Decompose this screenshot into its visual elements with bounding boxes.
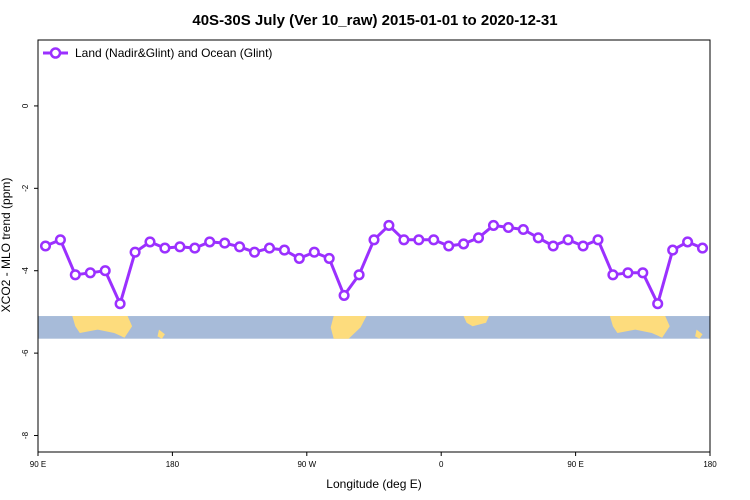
data-point bbox=[443, 240, 455, 252]
data-point bbox=[562, 234, 574, 246]
plot-frame bbox=[37, 39, 711, 453]
data-point bbox=[532, 232, 544, 244]
y-axis: 0 -2 -4 -6 -8 bbox=[21, 103, 38, 439]
data-point bbox=[263, 242, 276, 254]
new-zealand-shape-repeat bbox=[695, 329, 703, 339]
data-point bbox=[458, 238, 470, 250]
data-point bbox=[323, 252, 335, 264]
data-point bbox=[592, 234, 604, 246]
data-point bbox=[84, 267, 96, 279]
data-point bbox=[129, 246, 141, 258]
data-point bbox=[114, 298, 126, 310]
data-point bbox=[682, 236, 694, 248]
data-point bbox=[517, 223, 529, 236]
x-tick-label: 0 bbox=[439, 460, 444, 469]
data-point bbox=[577, 240, 589, 252]
legend: Land (Nadir&Glint) and Ocean (Glint) bbox=[43, 46, 272, 60]
data-point bbox=[204, 236, 216, 248]
data-point bbox=[487, 219, 500, 231]
data-point bbox=[189, 242, 201, 254]
continent-map-band bbox=[38, 316, 710, 339]
data-point bbox=[383, 219, 395, 231]
data-point bbox=[622, 267, 634, 279]
data-point bbox=[502, 221, 514, 234]
y-tick-label: -4 bbox=[21, 267, 30, 275]
data-point bbox=[547, 240, 559, 252]
data-point bbox=[174, 241, 186, 253]
data-point bbox=[219, 237, 231, 249]
data-point bbox=[39, 240, 52, 252]
data-point bbox=[159, 242, 171, 254]
data-point bbox=[144, 236, 156, 248]
x-axis: 90 E 180 90 W 0 90 E 180 bbox=[30, 452, 717, 469]
south-america-shape bbox=[330, 316, 367, 339]
data-point bbox=[368, 234, 380, 246]
data-point bbox=[99, 265, 111, 277]
data-point bbox=[472, 232, 485, 244]
data-point bbox=[696, 242, 709, 254]
data-point bbox=[607, 269, 619, 281]
australia-shape-repeat bbox=[609, 316, 670, 338]
new-zealand-shape bbox=[157, 329, 165, 339]
data-point bbox=[54, 234, 66, 246]
data-point bbox=[428, 234, 440, 246]
y-tick-label: -6 bbox=[21, 349, 30, 357]
x-tick-label: 90 E bbox=[567, 460, 583, 469]
legend-marker-swatch bbox=[49, 47, 62, 59]
x-tick-label: 90 W bbox=[297, 460, 316, 469]
data-point bbox=[234, 241, 246, 253]
data-point bbox=[293, 252, 305, 264]
chart-title: 40S-30S July (Ver 10_raw) 2015-01-01 to … bbox=[192, 12, 557, 29]
y-axis-label: XCO2 - MLO trend (ppm) bbox=[0, 178, 13, 313]
australia-shape bbox=[72, 316, 133, 338]
data-point bbox=[413, 234, 425, 246]
data-point bbox=[652, 298, 664, 310]
x-tick-label: 180 bbox=[166, 460, 180, 469]
legend-label: Land (Nadir&Glint) and Ocean (Glint) bbox=[75, 46, 272, 60]
x-tick-label: 180 bbox=[703, 460, 717, 469]
africa-shape bbox=[463, 316, 489, 327]
ocean-band bbox=[38, 316, 710, 339]
x-tick-label: 90 E bbox=[30, 460, 46, 469]
series-layer bbox=[39, 219, 709, 310]
y-tick-label: 0 bbox=[21, 103, 30, 108]
y-tick-label: -8 bbox=[21, 431, 30, 439]
data-point bbox=[637, 267, 649, 279]
data-point bbox=[667, 244, 679, 256]
tasmania-shape bbox=[121, 330, 127, 338]
data-point bbox=[248, 246, 261, 258]
y-tick-label: -2 bbox=[21, 184, 30, 192]
tasmania-shape-repeat bbox=[659, 330, 664, 338]
data-point bbox=[353, 269, 365, 281]
data-point bbox=[69, 269, 81, 281]
data-point bbox=[308, 246, 320, 258]
data-point bbox=[278, 244, 290, 256]
data-point bbox=[338, 289, 350, 301]
data-point bbox=[398, 234, 410, 246]
x-axis-label: Longitude (deg E) bbox=[326, 477, 421, 491]
